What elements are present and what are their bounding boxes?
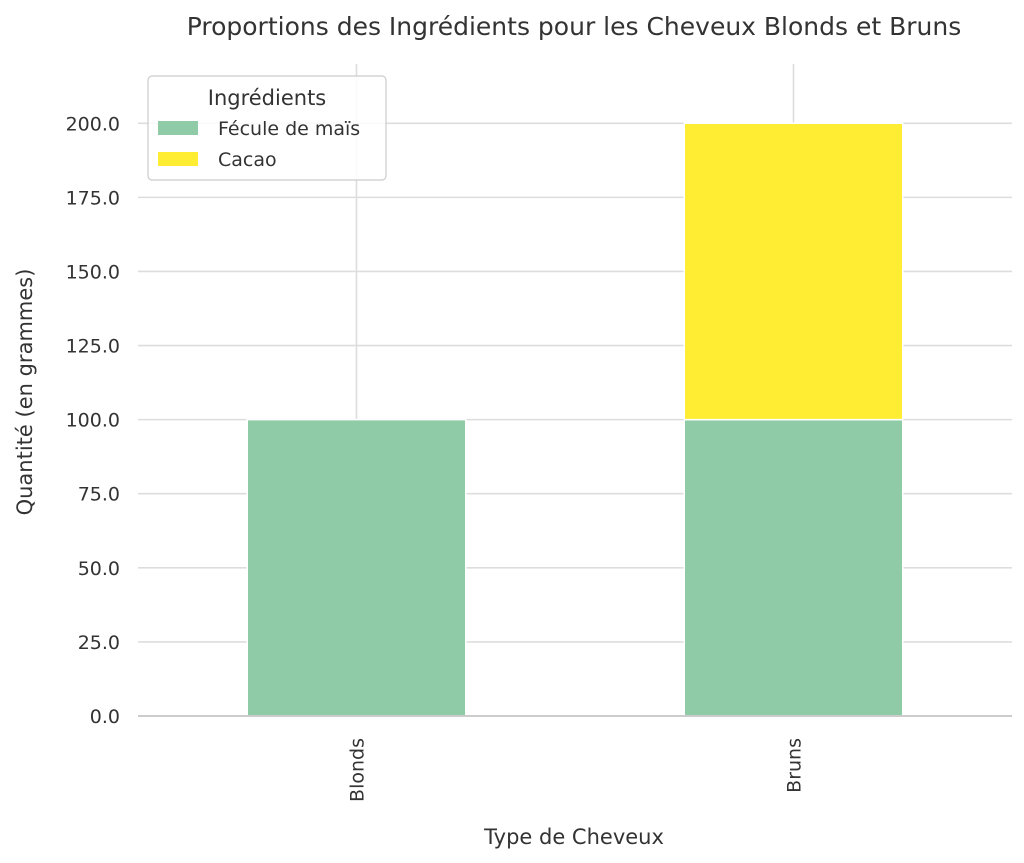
bar-segment [683, 418, 904, 717]
y-tick-label: 75.0 [78, 484, 120, 506]
y-tick-label: 125.0 [66, 336, 120, 358]
bar-segment [246, 418, 467, 717]
legend-swatch [158, 121, 198, 135]
y-tick-label: 150.0 [66, 261, 120, 283]
legend-swatch [158, 152, 198, 166]
chart-title: Proportions des Ingrédients pour les Che… [187, 12, 962, 41]
bar-segment [683, 122, 904, 421]
y-tick-label: 0.0 [90, 706, 120, 728]
x-tick-label: Blonds [347, 738, 369, 802]
legend: Ingrédients Fécule de maïs Cacao [147, 75, 387, 181]
legend-frame [147, 75, 387, 181]
x-axis-label: Type de Cheveux [483, 825, 664, 849]
legend-label: Fécule de maïs [218, 118, 360, 140]
y-tick-label: 25.0 [78, 632, 120, 654]
legend-label: Cacao [218, 149, 277, 171]
bars-layer [246, 122, 904, 717]
legend-items: Fécule de maïs Cacao [158, 118, 360, 171]
legend-title: Ingrédients [208, 86, 327, 110]
x-tick-label: Bruns [784, 738, 806, 793]
axis-layer: 0.0 25.0 50.0 75.0 100.0 125.0 150.0 175.0 200.0… [66, 113, 1012, 802]
y-tick-label: 100.0 [66, 410, 120, 432]
y-tick-label: 175.0 [66, 187, 120, 209]
y-tick-label: 50.0 [78, 558, 120, 580]
y-axis-label: Quantité (en grammes) [13, 269, 37, 516]
y-tick-label: 200.0 [66, 113, 120, 135]
